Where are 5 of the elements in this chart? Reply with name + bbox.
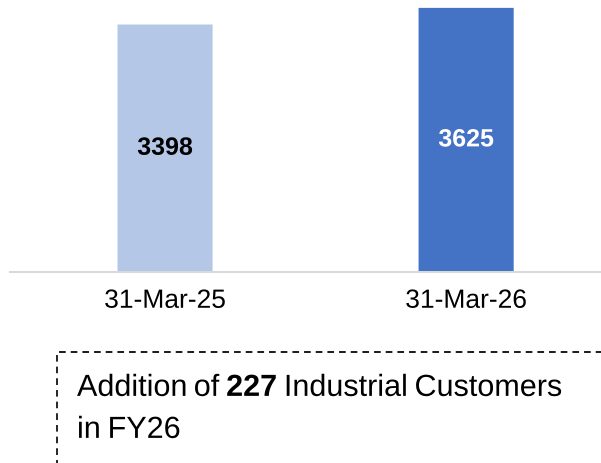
x-tick-label: 31-Mar-25	[105, 289, 225, 308]
data-label: 3398	[138, 137, 192, 155]
x-tick-label: 31-Mar-26	[406, 289, 526, 308]
text: Addition of 227 Industrial Customers in FY26	[77, 374, 562, 438]
data-label: 3625	[438, 128, 494, 147]
